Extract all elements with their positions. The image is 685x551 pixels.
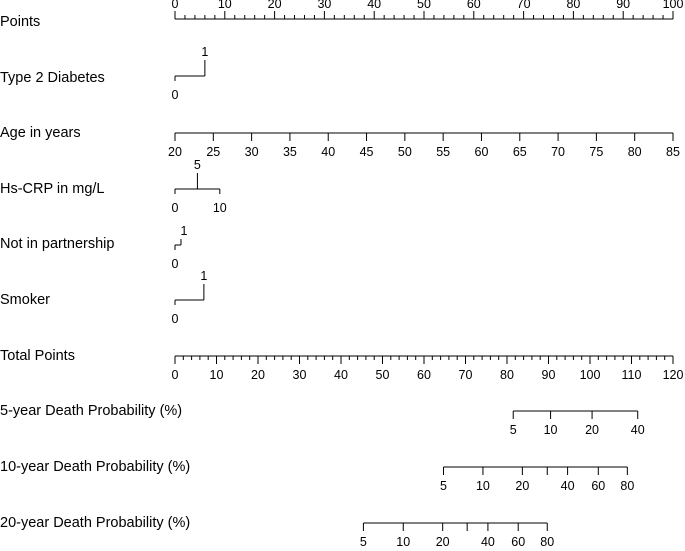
- points-label: Points: [0, 14, 40, 30]
- points-tick-label: 20: [268, 0, 282, 11]
- 10-year-death-probability-tick-label: 40: [561, 479, 575, 493]
- not-in-partnership-tick-label: 1: [180, 224, 187, 238]
- 5-year-death-probability-tick-label: 5: [510, 423, 517, 437]
- hs-crp-in-mg-l-tick-label: 0: [172, 201, 179, 215]
- total-points-tick-label: 90: [542, 368, 556, 382]
- age-in-years-tick-label: 50: [398, 145, 412, 159]
- age-in-years-tick-label: 70: [551, 145, 565, 159]
- smoker-label: Smoker: [0, 292, 50, 308]
- total-points-tick-label: 80: [500, 368, 514, 382]
- smoker-tick-label: 1: [200, 269, 207, 283]
- 10-year-death-probability-tick-label: 80: [620, 479, 634, 493]
- 5-year-death-probability-tick-label: 10: [544, 423, 558, 437]
- 20-year-death-probability-tick-label: 80: [540, 535, 554, 546]
- type-2-diabetes-tick-label: 0: [172, 88, 179, 102]
- 10-year-death-probability-tick-label: 5: [440, 479, 447, 493]
- age-in-years-tick-label: 80: [628, 145, 642, 159]
- age-in-years-tick-label: 35: [283, 145, 297, 159]
- smoker-tick-label: 0: [172, 312, 179, 326]
- age-in-years-tick-label: 30: [245, 145, 259, 159]
- 20-year-death-probability-tick-label: 10: [396, 535, 410, 546]
- 5-year-death-probability-tick-label: 20: [585, 423, 599, 437]
- total-points-tick-label: 110: [622, 368, 642, 382]
- 20-year-death-probability-tick-label: 20: [436, 535, 450, 546]
- points-tick-label: 40: [367, 0, 381, 11]
- age-in-years-tick-label: 55: [436, 145, 450, 159]
- 10-year-death-probability-tick-label: 20: [515, 479, 529, 493]
- points-tick-label: 100: [663, 0, 684, 11]
- total-points-tick-label: 20: [251, 368, 265, 382]
- age-in-years-tick-label: 65: [513, 145, 527, 159]
- age-in-years-tick-label: 60: [475, 145, 489, 159]
- age-in-years-tick-label: 20: [168, 145, 182, 159]
- points-tick-label: 0: [172, 0, 179, 11]
- total-points-tick-label: 10: [210, 368, 224, 382]
- hs-crp-in-mg-l-tick-label: 10: [213, 201, 227, 215]
- 5-year-death-probability-tick-label: 40: [631, 423, 645, 437]
- points-tick-label: 10: [218, 0, 232, 11]
- total-points-tick-label: 40: [334, 368, 348, 382]
- 20-year-death-probability-tick-label: 60: [511, 535, 525, 546]
- not-in-partnership-tick-label: 0: [172, 257, 179, 271]
- points-tick-label: 70: [517, 0, 531, 11]
- total-points-tick-label: 120: [663, 368, 684, 382]
- total-points-tick-label: 50: [376, 368, 390, 382]
- 10-year-death-probability-label: 10-year Death Probability (%): [0, 459, 190, 475]
- age-in-years-tick-label: 25: [206, 145, 220, 159]
- total-points-tick-label: 100: [580, 368, 601, 382]
- points-tick-label: 90: [616, 0, 630, 11]
- total-points-tick-label: 0: [172, 368, 179, 382]
- age-in-years-tick-label: 40: [321, 145, 335, 159]
- type-2-diabetes-tick-label: 1: [201, 45, 208, 59]
- type-2-diabetes-label: Type 2 Diabetes: [0, 70, 105, 86]
- points-tick-label: 80: [566, 0, 580, 11]
- age-in-years-tick-label: 85: [666, 145, 680, 159]
- not-in-partnership-label: Not in partnership: [0, 236, 114, 252]
- total-points-label: Total Points: [0, 348, 75, 364]
- hs-crp-in-mg-l-tick-label: 5: [194, 158, 201, 172]
- total-points-tick-label: 30: [293, 368, 307, 382]
- age-in-years-label: Age in years: [0, 125, 81, 141]
- 20-year-death-probability-tick-label: 5: [360, 535, 367, 546]
- age-in-years-tick-label: 45: [360, 145, 374, 159]
- 10-year-death-probability-tick-label: 60: [591, 479, 605, 493]
- 5-year-death-probability-label: 5-year Death Probability (%): [0, 403, 182, 419]
- 20-year-death-probability-label: 20-year Death Probability (%): [0, 515, 190, 531]
- 20-year-death-probability-tick-label: 40: [481, 535, 495, 546]
- total-points-tick-label: 60: [417, 368, 431, 382]
- 10-year-death-probability-tick-label: 10: [476, 479, 490, 493]
- hs-crp-in-mg-l-label: Hs-CRP in mg/L: [0, 181, 104, 197]
- total-points-tick-label: 70: [459, 368, 473, 382]
- age-in-years-tick-label: 75: [589, 145, 603, 159]
- points-tick-label: 60: [467, 0, 481, 11]
- points-tick-label: 30: [317, 0, 331, 11]
- points-tick-label: 50: [417, 0, 431, 11]
